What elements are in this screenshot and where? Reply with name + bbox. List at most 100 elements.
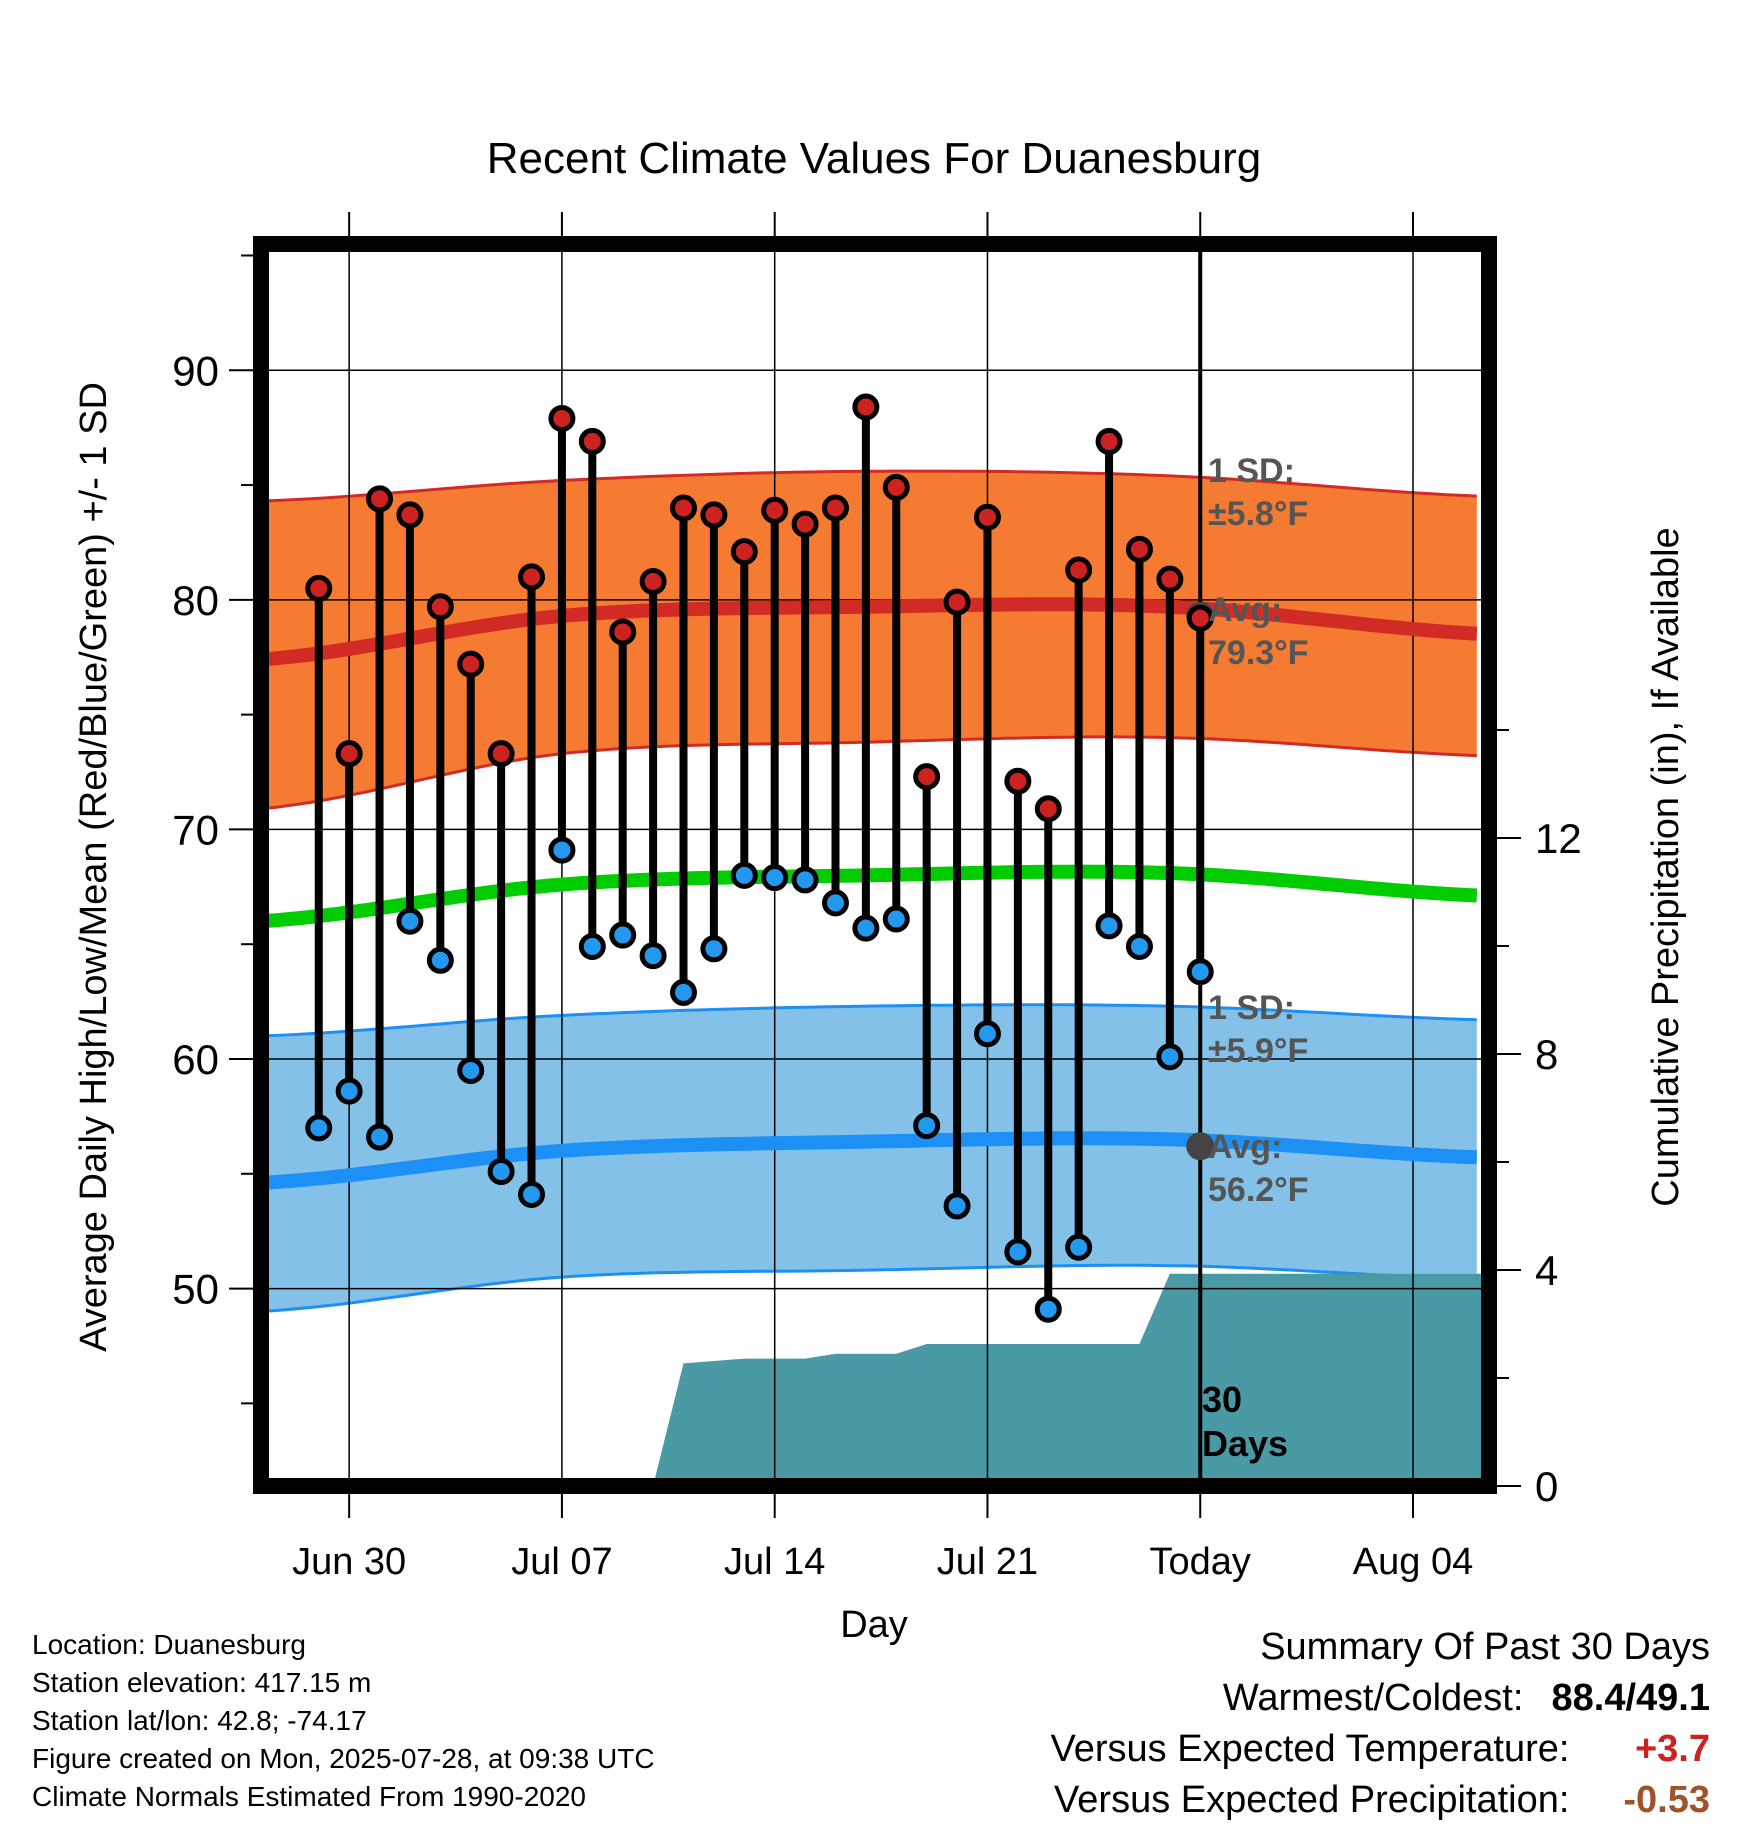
low-temp-point [1125, 932, 1153, 960]
low-sd-band-upper-edge [267, 1003, 1477, 1038]
low-temp-point [457, 1056, 485, 1084]
y-tick-label-left: 80 [172, 577, 219, 624]
x-tick-label: Jun 30 [292, 1541, 406, 1583]
high-temp-point [791, 510, 819, 538]
high-temp-point [1004, 767, 1032, 795]
precip-label: Versus Expected Precipitation: [1054, 1779, 1570, 1821]
low-temp-point [943, 1192, 971, 1220]
high-temp-point [1156, 565, 1184, 593]
summary-panel: Summary Of Past 30 Days Warmest/Coldest:… [1051, 1622, 1710, 1826]
plot-area [267, 250, 1483, 1480]
high-avg-label: Avg: [1208, 591, 1282, 629]
high-temp-point [396, 501, 424, 529]
y-tick-label-left: 60 [172, 1036, 219, 1083]
y-tick-label-right: 8 [1535, 1031, 1558, 1078]
low-temp-point [426, 946, 454, 974]
location-text: Location: Duanesburg [32, 1629, 306, 1660]
high-temp-point [700, 501, 728, 529]
plot-frame [253, 236, 1497, 1494]
low-temp-point [913, 1112, 941, 1140]
x-axis-label: Day [840, 1604, 908, 1646]
low-temp-point [1156, 1043, 1184, 1071]
y-tick-label-right: 0 [1535, 1463, 1558, 1510]
station-info: Location: Duanesburg Station elevation: … [32, 1626, 655, 1816]
high-temp-point [305, 574, 333, 602]
low-temp-point [791, 866, 819, 894]
chart-title: Recent Climate Values For Duanesburg [487, 134, 1261, 183]
high-temp-point [335, 740, 363, 768]
high-sd-value: ±5.8°F [1208, 495, 1308, 533]
low-sd-band-lower-edge [267, 1263, 1477, 1313]
low-temp-point [396, 907, 424, 935]
low-sd-label: 1 SD: [1208, 989, 1295, 1027]
summary-warm-cold: Warmest/Coldest: 88.4/49.1 [1051, 1673, 1710, 1724]
temp-label: Versus Expected Temperature: [1050, 1728, 1570, 1770]
y-tick-label-left: 50 [172, 1266, 219, 1313]
warm-cold-label: Warmest/Coldest: [1222, 1677, 1524, 1719]
y-tick-label-right: 4 [1535, 1247, 1558, 1294]
low-temp-point [366, 1123, 394, 1151]
low-temp-point [852, 914, 880, 942]
x-tick-label: Aug 04 [1353, 1541, 1473, 1583]
warm-cold-value: 88.4/49.1 [1551, 1677, 1710, 1719]
low-sd-band [267, 1004, 1477, 1312]
x-tick-label: Jul 14 [724, 1541, 825, 1583]
y-axis-label-left: Average Daily High/Low/Mean (Red/Blue/Gr… [73, 382, 115, 1352]
high-temp-point [609, 618, 637, 646]
high-temp-point [943, 588, 971, 616]
summary-temp: Versus Expected Temperature: +3.7 [1051, 1724, 1710, 1775]
temperature-observations [305, 393, 1214, 1323]
low-temp-point [761, 864, 789, 892]
high-temp-point [1125, 535, 1153, 563]
high-temp-point [973, 503, 1001, 531]
low-temp-point [700, 935, 728, 963]
high-temp-point [366, 485, 394, 513]
high-temp-point [518, 563, 546, 591]
low-temp-point [305, 1114, 333, 1142]
high-temp-point [1034, 795, 1062, 823]
high-temp-point [730, 538, 758, 566]
cumulative-precip-area [654, 1273, 1483, 1480]
latlon-text: Station lat/lon: 42.8; -74.17 [32, 1705, 367, 1736]
high-temp-point [1095, 427, 1123, 455]
low-temp-point [821, 889, 849, 917]
period-label-number: 30 [1202, 1379, 1242, 1420]
high-temp-point [670, 494, 698, 522]
high-sd-band [267, 471, 1477, 809]
low-temp-point [639, 942, 667, 970]
high-temp-point [548, 404, 576, 432]
today-low-avg-marker [1186, 1132, 1215, 1161]
x-tick-label: Jul 21 [937, 1541, 1038, 1583]
x-tick-label: Jul 07 [511, 1541, 612, 1583]
low-temp-point [973, 1020, 1001, 1048]
high-temp-point [1065, 556, 1093, 584]
low-sd-value: ±5.9°F [1208, 1032, 1308, 1070]
high-temp-point [639, 567, 667, 595]
temp-value: +3.7 [1634, 1728, 1710, 1770]
high-temp-point [426, 593, 454, 621]
high-temp-point [761, 496, 789, 524]
y-tick-label-left: 90 [172, 347, 219, 394]
low-temp-point [335, 1077, 363, 1105]
high-sd-label: 1 SD: [1208, 452, 1295, 490]
high-temp-point [457, 650, 485, 678]
period-label-days: Days [1202, 1423, 1288, 1464]
high-temp-point [578, 427, 606, 455]
low-temp-point [548, 836, 576, 864]
low-temp-point [670, 978, 698, 1006]
high-avg-value: 79.3°F [1208, 634, 1309, 672]
x-tick-label: Today [1150, 1541, 1251, 1583]
high-temp-point [913, 763, 941, 791]
high-temp-point [821, 494, 849, 522]
low-temp-point [882, 905, 910, 933]
annotations: 1 SD: ±5.8°F Avg: 79.3°F 1 SD: ±5.9°F Av… [1202, 452, 1309, 1464]
summary-precip: Versus Expected Precipitation: -0.53 [1051, 1775, 1710, 1826]
low-avg-value: 56.2°F [1208, 1171, 1309, 1209]
low-avg-label: Avg: [1208, 1128, 1282, 1166]
low-temp-point [1186, 958, 1214, 986]
high-temp-point [487, 740, 515, 768]
low-average-line [267, 1131, 1478, 1190]
high-temp-point [1186, 604, 1214, 632]
y-axis-label-right: Cumulative Precipitation (in), If Availa… [1645, 527, 1687, 1206]
